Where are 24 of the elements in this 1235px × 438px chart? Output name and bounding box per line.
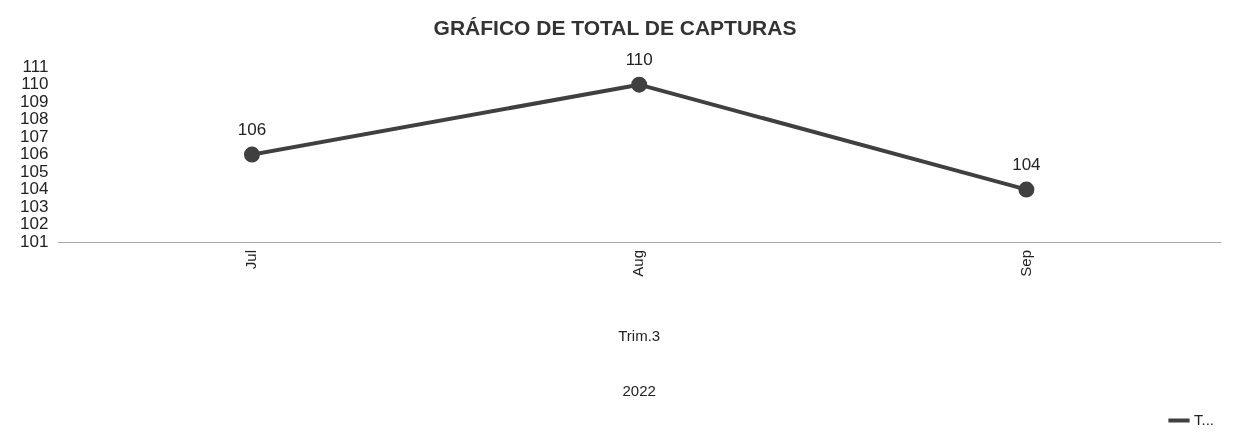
point (1018, 181, 1035, 198)
point (243, 146, 260, 163)
y-tick-label: 105 (19, 161, 49, 181)
x-tick-label: Jul (242, 250, 260, 270)
y-tick-label: 104 (19, 179, 49, 199)
data-label: 110 (625, 49, 653, 69)
x-tick-label: Aug (629, 250, 647, 277)
y-tick-label: 109 (19, 91, 49, 111)
point (631, 76, 648, 93)
y-tick-label: 108 (19, 109, 49, 129)
chart-title: GRÁFICO DE TOTAL DE CAPTURAS (433, 16, 797, 40)
x-axis-title: Trim.3 (618, 327, 661, 345)
y-tick-label: 101 (19, 231, 49, 251)
y-tick-label: 107 (19, 126, 49, 146)
y-tick-label: 110 (21, 74, 49, 94)
text: 2022 (622, 382, 656, 400)
data-label: 104 (1012, 154, 1041, 174)
y-tick-label: 106 (19, 144, 49, 164)
legend-label: T... (1194, 410, 1215, 428)
y-tick-label: 102 (19, 214, 49, 234)
x-tick-label: Sep (1016, 250, 1034, 277)
y-tick-label: 111 (22, 56, 49, 76)
y-tick-label: 103 (19, 196, 49, 216)
data-label: 106 (237, 119, 267, 139)
